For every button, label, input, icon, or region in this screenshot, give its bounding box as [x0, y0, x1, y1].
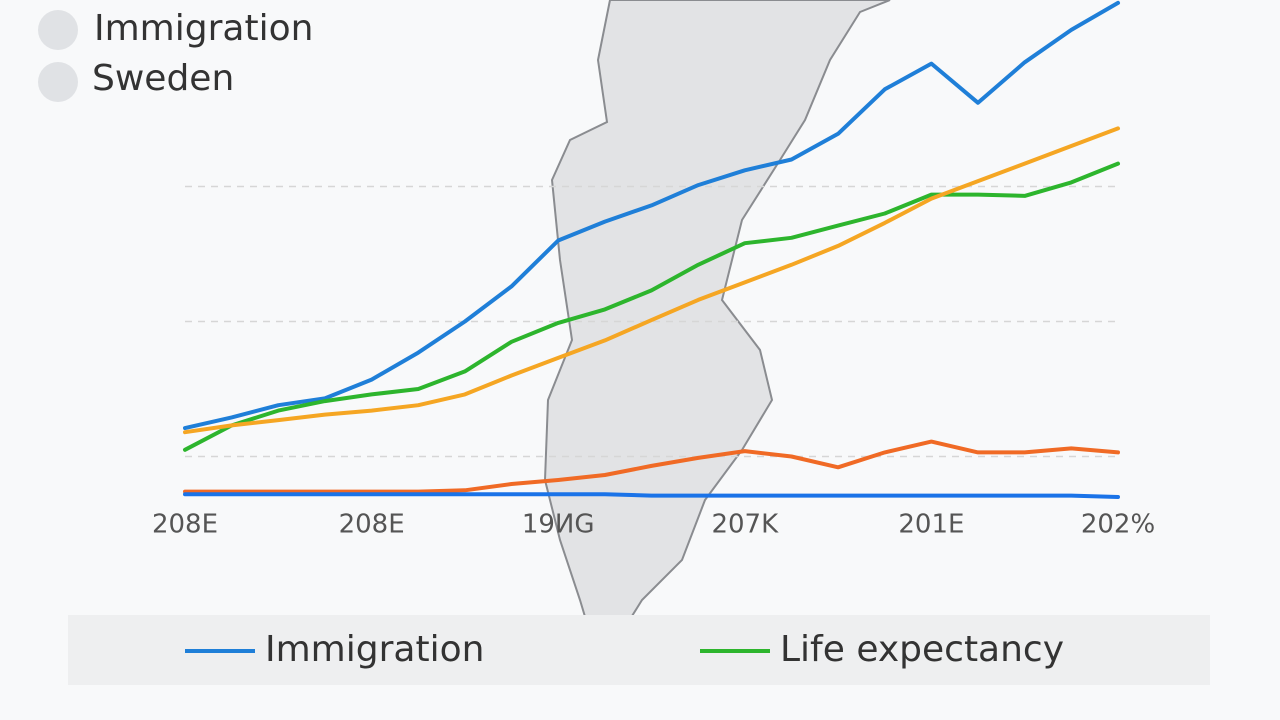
x-tick-label: 202%	[1081, 510, 1155, 540]
line-series	[183, 492, 1120, 499]
legend-dot	[38, 62, 78, 102]
legend-label: Immigration	[265, 629, 484, 670]
header-label: Sweden	[92, 58, 234, 99]
legend: Immigration Life expectancy	[185, 629, 1064, 670]
x-tick-label: 208E	[339, 510, 405, 540]
line-series	[183, 126, 1120, 435]
header-label: Immigration	[94, 8, 313, 49]
line-series	[183, 0, 1120, 431]
x-tick-label: 201E	[898, 510, 964, 540]
x-tick-label: 208E	[152, 510, 218, 540]
x-axis: 208E 208E 19ИG 207K 201E 202%	[152, 510, 1155, 540]
x-tick-label: 207K	[711, 510, 779, 540]
x-tick-label: 19ИG	[522, 510, 595, 540]
legend-box	[68, 615, 1210, 685]
legend-dot	[38, 10, 78, 50]
line-series	[183, 439, 1120, 494]
line-series	[183, 161, 1120, 452]
map-sweden	[543, 0, 891, 642]
plot	[183, 0, 1120, 499]
legend-label: Life expectancy	[780, 629, 1064, 670]
